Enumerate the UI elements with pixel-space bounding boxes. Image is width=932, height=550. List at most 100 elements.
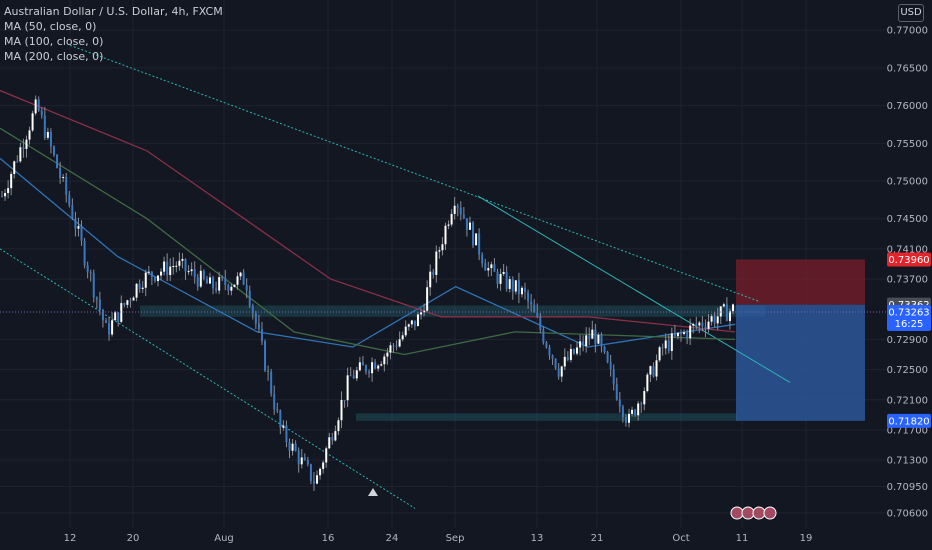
candle-body xyxy=(294,443,297,451)
ma50-legend[interactable]: MA (50, close, 0) xyxy=(4,20,97,33)
ma50-line xyxy=(0,157,736,348)
candle-body xyxy=(172,265,175,267)
candle-body xyxy=(643,391,646,405)
candle-body xyxy=(560,366,563,377)
candle-body xyxy=(68,194,71,206)
y-axis-tick-label: 0.76500 xyxy=(887,63,928,74)
current-price-tag-bg xyxy=(887,305,931,332)
candle-body xyxy=(16,161,19,163)
candle-body xyxy=(386,352,389,357)
candle-body xyxy=(322,462,325,469)
candle-body xyxy=(187,271,190,273)
candle-body xyxy=(215,288,218,291)
candle-body xyxy=(459,207,462,215)
candle-body xyxy=(612,369,615,385)
candle-body xyxy=(481,254,484,264)
candle-body xyxy=(423,310,426,313)
candle-body xyxy=(169,266,172,276)
candle-body xyxy=(413,320,416,327)
ma200-legend[interactable]: MA (200, close, 0) xyxy=(4,50,104,63)
candle-body xyxy=(138,283,141,289)
candle-body xyxy=(104,320,107,323)
candle-body xyxy=(65,176,68,195)
candle-body xyxy=(10,173,13,189)
target-price-tag: 0.71820 xyxy=(888,416,929,427)
candle-body xyxy=(710,316,713,322)
candle-body xyxy=(236,276,239,285)
candle-body xyxy=(484,263,487,271)
candle-body xyxy=(108,322,111,335)
candle-body xyxy=(239,272,242,277)
candle-body xyxy=(420,312,423,315)
candle-body xyxy=(487,268,490,271)
candle-body xyxy=(426,287,429,311)
candle-body xyxy=(444,225,447,245)
candle-body xyxy=(398,339,401,347)
candle-body xyxy=(303,457,306,460)
candle-body xyxy=(212,277,215,289)
candle-body xyxy=(117,312,120,322)
x-axis-tick-label: 24 xyxy=(386,533,399,544)
candle-body xyxy=(1,196,3,198)
candle-body xyxy=(221,277,224,279)
candle-body xyxy=(435,251,438,275)
candle-body xyxy=(291,443,294,451)
y-axis-tick-label: 0.75500 xyxy=(887,139,928,150)
candle-body xyxy=(728,311,731,322)
y-axis-tick-label: 0.70600 xyxy=(887,508,928,519)
candle-body xyxy=(276,409,279,411)
candle-body xyxy=(695,323,698,326)
candle-body xyxy=(28,130,31,140)
symbol-title[interactable]: Australian Dollar / U.S. Dollar, 4h, FXC… xyxy=(4,5,223,18)
candle-body xyxy=(371,362,374,374)
candle-body xyxy=(89,272,92,274)
countdown-label: 16:25 xyxy=(895,319,924,330)
candle-body xyxy=(701,322,704,327)
candle-body xyxy=(628,413,631,423)
candle-body xyxy=(652,366,655,377)
candle-body xyxy=(389,345,392,353)
candle-body xyxy=(4,192,7,197)
candle-body xyxy=(257,323,260,330)
candle-body xyxy=(725,304,728,322)
stop-price-tag: 0.73960 xyxy=(888,255,929,266)
candle-body xyxy=(637,403,640,416)
candle-body xyxy=(218,277,221,291)
candle-body xyxy=(156,275,159,282)
candle-body xyxy=(658,347,661,361)
candle-body xyxy=(175,265,178,267)
candle-body xyxy=(270,372,273,394)
candle-body xyxy=(698,322,701,326)
candle-body xyxy=(92,272,95,298)
candle-body xyxy=(178,260,181,266)
candle-body xyxy=(566,356,569,360)
currency-button[interactable]: USD xyxy=(898,4,924,22)
candle-body xyxy=(676,332,679,337)
stop-loss-zone xyxy=(736,259,865,305)
candle-body xyxy=(600,334,603,347)
candle-body xyxy=(309,464,312,481)
candle-body xyxy=(59,167,62,178)
ma100-legend[interactable]: MA (100, close, 0) xyxy=(4,35,104,48)
candle-body xyxy=(410,320,413,325)
candle-body xyxy=(163,261,166,272)
candle-body xyxy=(245,284,248,291)
candle-body xyxy=(722,304,725,307)
candle-body xyxy=(490,264,493,269)
candle-body xyxy=(649,366,652,375)
candle-body xyxy=(141,287,144,289)
candle-body xyxy=(233,284,236,287)
candle-body xyxy=(554,358,557,369)
candle-body xyxy=(713,316,716,324)
candle-body xyxy=(438,250,441,252)
economic-event-icon xyxy=(730,506,744,520)
candle-body xyxy=(181,258,184,261)
y-axis-tick-label: 0.73700 xyxy=(887,275,928,286)
candle-body xyxy=(160,271,163,276)
candle-body xyxy=(478,233,481,255)
candle-body xyxy=(536,312,539,318)
y-axis-tick-label: 0.75000 xyxy=(887,177,928,188)
candle-body xyxy=(716,316,719,324)
candle-body xyxy=(609,362,612,370)
